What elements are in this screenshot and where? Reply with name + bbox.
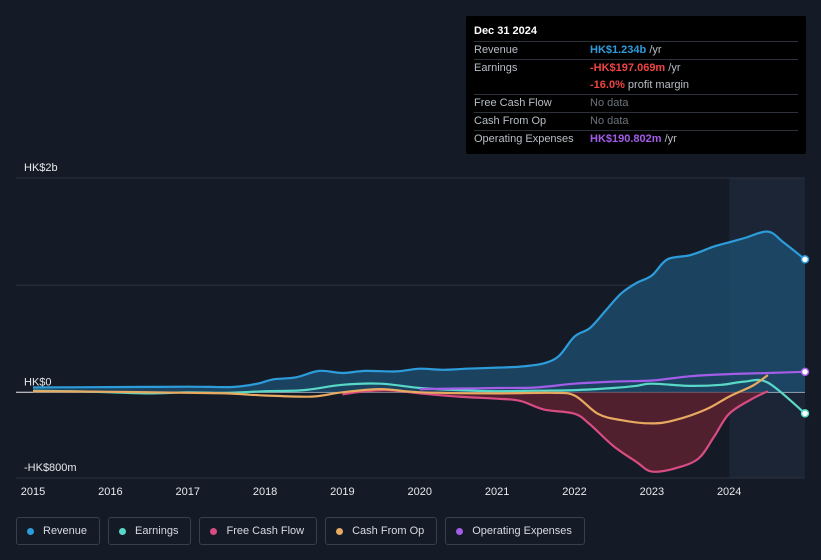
operating-expenses-end-marker	[800, 367, 810, 377]
x-tick-label: 2018	[253, 486, 277, 498]
x-tick-label: 2017	[175, 486, 199, 498]
legend-dot-icon	[336, 527, 344, 535]
tooltip-value: No data	[590, 115, 629, 127]
legend-dot-icon	[210, 527, 218, 535]
tooltip-value: -HK$197.069m	[590, 62, 666, 74]
tooltip-suffix: /yr	[665, 62, 681, 74]
legend-label: Free Cash Flow	[226, 525, 305, 537]
x-tick-label: 2023	[640, 486, 664, 498]
tooltip-value-group: HK$190.802m /yr	[590, 131, 677, 148]
legend-item-cash-from-op[interactable]: Cash From Op	[325, 517, 438, 545]
tooltip-value: HK$1.234b	[590, 44, 647, 56]
tooltip-row: Earnings -HK$197.069m /yr	[474, 59, 798, 77]
legend-item-revenue[interactable]: Revenue	[16, 517, 101, 545]
legend-dot-icon	[27, 527, 34, 535]
free-cash-flow-area	[342, 390, 768, 472]
tooltip-value-group: HK$1.234b /yr	[590, 42, 662, 59]
tooltip-label: Revenue	[474, 44, 519, 56]
earnings-end-marker	[800, 409, 810, 418]
legend-item-operating-expenses[interactable]: Operating Expenses	[445, 517, 585, 545]
x-tick-label: 2021	[485, 486, 509, 498]
tooltip-label: Free Cash Flow	[474, 97, 552, 109]
end-markers	[800, 255, 810, 418]
y-tick-label: HK$2b	[24, 162, 58, 174]
operating-expenses-line	[419, 370, 806, 391]
chart-legend: Revenue Earnings Free Cash Flow Cash From O…	[16, 517, 593, 545]
x-tick-label: 2020	[408, 486, 432, 498]
y-axis-labels: HK$2b HK$0 -HK$800m	[24, 162, 77, 474]
tooltip-value-group: -HK$197.069m /yr	[590, 60, 681, 77]
x-tick-label: 2022	[562, 486, 586, 498]
tooltip-value-group: -16.0% profit margin	[590, 77, 689, 94]
revenue-end-marker	[800, 255, 810, 264]
y-tick-label: -HK$800m	[24, 462, 77, 474]
tooltip-value-group: No data	[590, 95, 629, 112]
x-axis-labels: 2015 2016 2017 2018 2019 2020 2021 2022 2023 2024	[21, 486, 742, 498]
area-fills	[33, 231, 805, 472]
legend-label: Operating Expenses	[472, 525, 572, 537]
series-lines	[32, 230, 806, 473]
tooltip-value-group: No data	[590, 113, 629, 130]
legend-label: Earnings	[135, 525, 179, 537]
tooltip-date: Dec 31 2024	[474, 25, 537, 37]
tooltip-label: Operating Expenses	[474, 133, 574, 145]
tooltip-label	[474, 77, 590, 94]
legend-dot-icon	[456, 527, 464, 535]
x-tick-label: 2019	[330, 486, 354, 498]
tooltip-row: -16.0% profit margin	[474, 77, 798, 94]
x-tick-label: 2024	[717, 486, 741, 498]
revenue-area	[33, 231, 805, 393]
tooltip-row: Free Cash Flow No data	[474, 94, 798, 112]
tooltip-value: No data	[590, 97, 629, 109]
y-tick-label: HK$0	[24, 376, 52, 388]
data-tooltip: Dec 31 2024 Revenue HK$1.234b /yr Earnings…	[466, 16, 806, 154]
tooltip-label: Cash From Op	[474, 115, 547, 127]
x-tick-label: 2015	[21, 486, 45, 498]
legend-label: Revenue	[43, 525, 88, 537]
tooltip-row: Cash From Op No data	[474, 112, 798, 130]
tooltip-row: Operating Expenses HK$190.802m /yr	[474, 130, 798, 148]
legend-label: Cash From Op	[352, 525, 425, 537]
tooltip-value: -16.0%	[590, 79, 625, 91]
legend-dot-icon	[119, 527, 127, 535]
tooltip-row: Revenue HK$1.234b /yr	[474, 41, 798, 59]
legend-item-free-cash-flow[interactable]: Free Cash Flow	[199, 517, 318, 545]
tooltip-suffix: /yr	[646, 44, 662, 56]
x-tick-label: 2016	[98, 486, 122, 498]
tooltip-value: HK$190.802m	[590, 133, 662, 145]
legend-item-earnings[interactable]: Earnings	[108, 517, 192, 545]
tooltip-suffix: /yr	[661, 133, 677, 145]
cash-from-op-line	[32, 374, 769, 425]
revenue-line	[32, 230, 806, 389]
tooltip-label: Earnings	[474, 62, 518, 74]
tooltip-suffix: profit margin	[624, 79, 690, 91]
